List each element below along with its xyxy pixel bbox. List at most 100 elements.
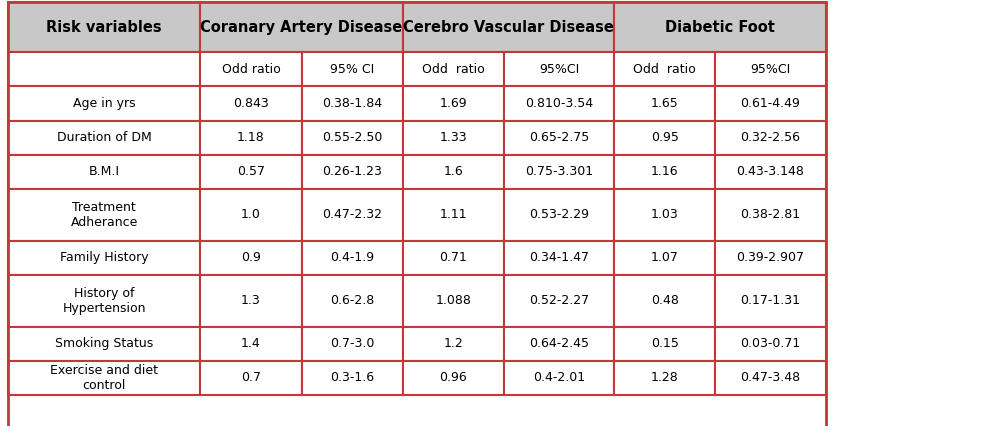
Text: 0.17-1.31: 0.17-1.31 [740,294,801,307]
Text: 1.18: 1.18 [237,131,265,144]
Bar [715,361,826,395]
Bar [504,241,614,275]
Text: 0.64-2.45: 0.64-2.45 [529,337,589,350]
Text: 1.3: 1.3 [241,294,261,307]
Text: 0.6-2.8: 0.6-2.8 [330,294,375,307]
Bar [403,121,504,155]
Bar [715,275,826,327]
Bar [403,155,504,189]
Text: 95%CI: 95%CI [750,63,791,76]
Bar [200,2,403,52]
Text: 0.47-3.48: 0.47-3.48 [740,371,801,384]
Bar [614,2,826,52]
Text: B.M.I: B.M.I [89,165,119,178]
Bar [715,327,826,361]
Bar [200,189,302,241]
Bar [504,189,614,241]
Text: 0.48: 0.48 [651,294,678,307]
Bar [8,2,826,426]
Bar [614,155,715,189]
Text: 0.03-0.71: 0.03-0.71 [740,337,801,350]
Bar [200,52,302,86]
Text: 95%CI: 95%CI [539,63,579,76]
Text: 1.28: 1.28 [651,371,678,384]
Text: 0.43-3.148: 0.43-3.148 [736,165,805,178]
Bar [614,86,715,121]
Text: 95% CI: 95% CI [330,63,375,76]
Text: 1.03: 1.03 [651,208,678,221]
Text: Smoking Status: Smoking Status [55,337,153,350]
Bar [8,189,200,241]
Text: 0.9: 0.9 [241,251,261,264]
Bar [504,275,614,327]
Text: 0.34-1.47: 0.34-1.47 [529,251,589,264]
Bar [715,86,826,121]
Text: 0.55-2.50: 0.55-2.50 [322,131,383,144]
Bar [8,86,200,121]
Text: 0.53-2.29: 0.53-2.29 [529,208,589,221]
Bar [504,121,614,155]
Bar [8,155,200,189]
Text: 0.71: 0.71 [440,251,467,264]
Text: 0.57: 0.57 [237,165,265,178]
Bar [302,189,403,241]
Bar [200,86,302,121]
Text: Family History: Family History [60,251,148,264]
Text: Coranary Artery Disease: Coranary Artery Disease [200,20,403,35]
Bar [200,241,302,275]
Text: Cerebro Vascular Disease: Cerebro Vascular Disease [403,20,614,35]
Bar [614,121,715,155]
Bar [403,189,504,241]
Bar [614,275,715,327]
Text: 0.4-1.9: 0.4-1.9 [330,251,375,264]
Bar [715,155,826,189]
Bar [614,241,715,275]
Bar [8,52,200,86]
Text: 0.47-2.32: 0.47-2.32 [323,208,382,221]
Bar [302,361,403,395]
Text: History of
Hypertension: History of Hypertension [62,287,146,315]
Text: Odd ratio: Odd ratio [221,63,281,76]
Bar [403,275,504,327]
Bar [8,275,200,327]
Text: 0.843: 0.843 [233,97,269,110]
Text: 0.96: 0.96 [440,371,467,384]
Bar [302,52,403,86]
Bar [403,86,504,121]
Bar [403,361,504,395]
Text: 0.61-4.49: 0.61-4.49 [740,97,801,110]
Bar [200,327,302,361]
Text: 0.3-1.6: 0.3-1.6 [330,371,375,384]
Bar [8,361,200,395]
Bar [715,241,826,275]
Text: 0.75-3.301: 0.75-3.301 [525,165,593,178]
Bar [614,327,715,361]
Bar [8,121,200,155]
Text: 0.7: 0.7 [241,371,261,384]
Text: Risk variables: Risk variables [46,20,162,35]
Bar [715,52,826,86]
Bar [200,121,302,155]
Text: Treatment
Adherance: Treatment Adherance [70,201,138,229]
Text: 1.69: 1.69 [440,97,467,110]
Bar [614,361,715,395]
Text: 0.95: 0.95 [651,131,678,144]
Text: 1.11: 1.11 [440,208,467,221]
Bar [715,121,826,155]
Bar [614,189,715,241]
Text: 0.32-2.56: 0.32-2.56 [740,131,801,144]
Text: Odd  ratio: Odd ratio [633,63,696,76]
Text: 0.15: 0.15 [651,337,678,350]
Text: 1.088: 1.088 [436,294,471,307]
Bar [200,361,302,395]
Bar [715,189,826,241]
Text: Age in yrs: Age in yrs [73,97,135,110]
Bar [302,327,403,361]
Text: 0.26-1.23: 0.26-1.23 [323,165,382,178]
Text: 1.65: 1.65 [651,97,678,110]
Bar [302,241,403,275]
Text: Duration of DM: Duration of DM [57,131,151,144]
Bar [8,2,200,52]
Text: 0.38-2.81: 0.38-2.81 [740,208,801,221]
Bar [200,155,302,189]
